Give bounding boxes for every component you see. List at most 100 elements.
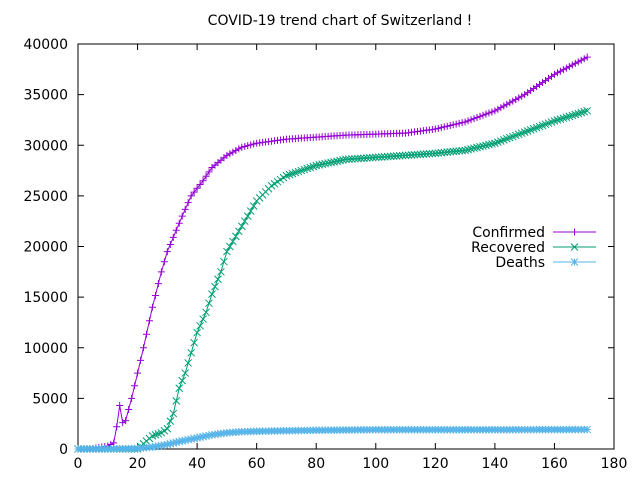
data-point-confirmed bbox=[449, 121, 457, 129]
data-point-recovered bbox=[172, 397, 181, 405]
data-point-deaths bbox=[172, 438, 181, 447]
data-point-deaths bbox=[148, 443, 157, 451]
data-point-confirmed bbox=[443, 122, 451, 130]
data-point-confirmed bbox=[482, 110, 490, 118]
data-point-recovered bbox=[345, 155, 353, 164]
x-tick-label: 180 bbox=[601, 456, 628, 472]
data-point-confirmed bbox=[455, 119, 463, 127]
data-point-confirmed bbox=[488, 108, 496, 116]
data-point-confirmed bbox=[571, 59, 579, 67]
y-tick-label: 5000 bbox=[32, 391, 68, 407]
data-point-recovered bbox=[321, 159, 330, 168]
data-point-confirmed bbox=[491, 107, 499, 115]
x-tick-label: 80 bbox=[307, 456, 325, 472]
data-point-confirmed bbox=[163, 248, 171, 256]
data-point-recovered bbox=[583, 106, 592, 115]
data-point-deaths bbox=[190, 434, 198, 443]
data-point-recovered bbox=[190, 338, 198, 347]
data-point-confirmed bbox=[565, 63, 573, 71]
legend-label-recovered: Recovered bbox=[471, 240, 545, 256]
data-point-confirmed bbox=[223, 151, 231, 159]
data-point-confirmed bbox=[247, 141, 255, 149]
data-point-recovered bbox=[234, 227, 243, 236]
data-point-recovered bbox=[231, 232, 240, 241]
data-point-deaths bbox=[151, 442, 160, 451]
data-point-recovered bbox=[223, 247, 231, 256]
data-point-confirmed bbox=[473, 114, 481, 122]
series-deaths bbox=[74, 425, 592, 453]
data-point-recovered bbox=[568, 111, 577, 120]
data-point-confirmed bbox=[500, 102, 508, 110]
data-point-recovered bbox=[360, 154, 368, 163]
data-point-confirmed bbox=[574, 58, 582, 66]
data-point-deaths bbox=[169, 439, 178, 447]
data-point-confirmed bbox=[580, 55, 588, 63]
data-point-recovered bbox=[354, 154, 362, 163]
data-point-confirmed bbox=[226, 150, 234, 158]
data-point-recovered bbox=[422, 150, 431, 158]
data-point-recovered bbox=[330, 158, 338, 166]
data-point-confirmed bbox=[437, 124, 445, 132]
data-point-confirmed bbox=[559, 66, 567, 74]
data-point-confirmed bbox=[229, 148, 237, 156]
data-point-confirmed bbox=[131, 382, 139, 390]
data-point-recovered bbox=[485, 140, 493, 149]
axes: 0 20 40 60 80 100 120 140 160 180 0 5000 10000 15000 2… bbox=[23, 37, 627, 472]
data-point-recovered bbox=[342, 155, 350, 164]
x-tick-label: 40 bbox=[188, 456, 206, 472]
data-point-confirmed bbox=[122, 417, 130, 425]
data-point-confirmed bbox=[464, 117, 472, 125]
data-point-recovered bbox=[202, 308, 210, 317]
data-point-confirmed bbox=[238, 143, 246, 151]
data-point-recovered bbox=[398, 151, 407, 160]
data-point-recovered bbox=[556, 115, 565, 123]
data-point-confirmed bbox=[583, 53, 591, 61]
data-point-confirmed bbox=[193, 184, 201, 192]
data-point-recovered bbox=[362, 154, 371, 162]
x-tick-label: 60 bbox=[248, 456, 266, 472]
data-point-confirmed bbox=[154, 280, 162, 288]
data-point-confirmed bbox=[190, 188, 198, 196]
data-point-recovered bbox=[220, 257, 228, 266]
data-point-recovered bbox=[401, 151, 410, 160]
data-point-confirmed bbox=[494, 105, 502, 113]
data-point-recovered bbox=[479, 142, 487, 150]
data-point-recovered bbox=[208, 290, 216, 298]
data-point-recovered bbox=[181, 369, 190, 377]
data-point-confirmed bbox=[562, 64, 570, 72]
data-point-confirmed bbox=[503, 100, 511, 108]
data-point-confirmed bbox=[485, 109, 493, 117]
data-point-recovered bbox=[562, 113, 571, 122]
data-point-confirmed bbox=[181, 205, 189, 213]
data-point-recovered bbox=[559, 114, 568, 123]
data-point-recovered bbox=[377, 153, 386, 161]
data-point-recovered bbox=[318, 160, 327, 169]
data-point-recovered bbox=[178, 376, 187, 385]
data-point-deaths bbox=[193, 434, 201, 442]
data-point-recovered bbox=[389, 152, 398, 161]
y-tick-label: 10000 bbox=[23, 341, 68, 357]
data-point-deaths bbox=[166, 439, 175, 448]
data-point-recovered bbox=[211, 282, 219, 291]
data-point-confirmed bbox=[452, 120, 460, 128]
data-point-confirmed bbox=[446, 122, 454, 130]
data-point-deaths bbox=[181, 436, 190, 445]
data-point-recovered bbox=[425, 149, 434, 158]
series-confirmed bbox=[74, 53, 591, 453]
data-point-confirmed bbox=[568, 61, 576, 69]
data-point-confirmed bbox=[113, 423, 121, 431]
data-point-recovered bbox=[428, 149, 437, 158]
x-tick-label: 100 bbox=[362, 456, 389, 472]
data-point-recovered bbox=[416, 150, 425, 159]
data-point-confirmed bbox=[235, 145, 243, 153]
data-point-recovered bbox=[184, 359, 193, 367]
data-point-recovered bbox=[333, 157, 341, 166]
data-point-recovered bbox=[217, 267, 225, 276]
data-point-confirmed bbox=[134, 369, 142, 377]
data-point-recovered bbox=[580, 107, 589, 116]
legend-label-confirmed: Confirmed bbox=[472, 225, 545, 241]
data-point-deaths bbox=[583, 425, 592, 434]
data-point-confirmed bbox=[556, 67, 564, 75]
